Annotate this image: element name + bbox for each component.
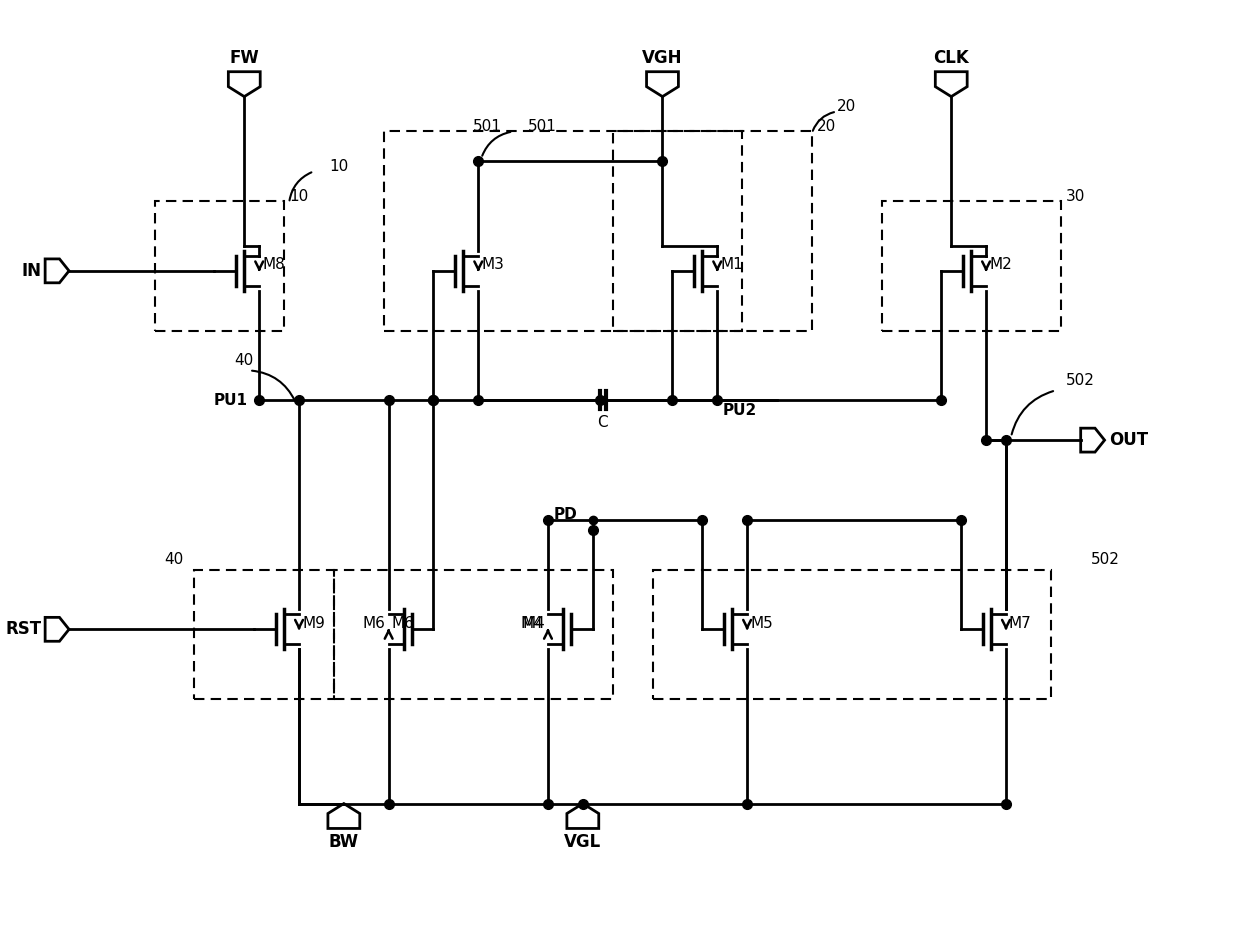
Text: M7: M7	[1009, 616, 1032, 631]
Text: 10: 10	[329, 159, 348, 174]
Text: 501: 501	[528, 119, 557, 134]
Text: VGH: VGH	[642, 49, 683, 67]
Text: M8: M8	[262, 258, 285, 273]
Text: M1: M1	[720, 258, 743, 273]
Text: 40: 40	[234, 353, 253, 368]
Text: 30: 30	[1065, 189, 1085, 204]
Text: 40: 40	[165, 552, 184, 567]
Text: M9: M9	[303, 616, 325, 631]
Text: PU2: PU2	[722, 402, 756, 417]
Text: 10: 10	[289, 189, 309, 204]
Bar	[613, 132, 812, 331]
Bar	[652, 570, 1050, 699]
Text: CLK: CLK	[934, 49, 970, 67]
Text: 20: 20	[817, 119, 836, 134]
Text: OUT: OUT	[1110, 431, 1148, 449]
Bar	[155, 201, 284, 331]
Text: IN: IN	[21, 262, 41, 280]
Bar	[383, 132, 742, 331]
Text: C: C	[598, 415, 608, 430]
Text: VGL: VGL	[564, 834, 601, 852]
Text: 502: 502	[1091, 552, 1120, 567]
Text: M3: M3	[481, 258, 505, 273]
Text: FW: FW	[229, 49, 259, 67]
Text: 20: 20	[837, 99, 856, 114]
Text: PU1: PU1	[213, 393, 247, 408]
Text: BW: BW	[329, 834, 358, 852]
Text: RST: RST	[5, 620, 41, 638]
Text: M4: M4	[521, 616, 543, 631]
Text: M6: M6	[363, 616, 386, 631]
Text: 501: 501	[474, 119, 502, 134]
Text: M6: M6	[392, 616, 414, 631]
Bar	[334, 570, 613, 699]
Text: M5: M5	[750, 616, 773, 631]
Text: M4: M4	[522, 616, 546, 631]
Bar	[882, 201, 1060, 331]
Text: M2: M2	[990, 258, 1012, 273]
Text: 502: 502	[1065, 373, 1095, 388]
Text: PD: PD	[554, 508, 578, 523]
Bar	[195, 570, 334, 699]
